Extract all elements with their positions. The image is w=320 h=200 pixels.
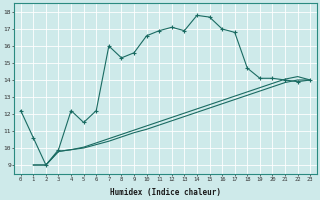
X-axis label: Humidex (Indice chaleur): Humidex (Indice chaleur) xyxy=(110,188,221,197)
